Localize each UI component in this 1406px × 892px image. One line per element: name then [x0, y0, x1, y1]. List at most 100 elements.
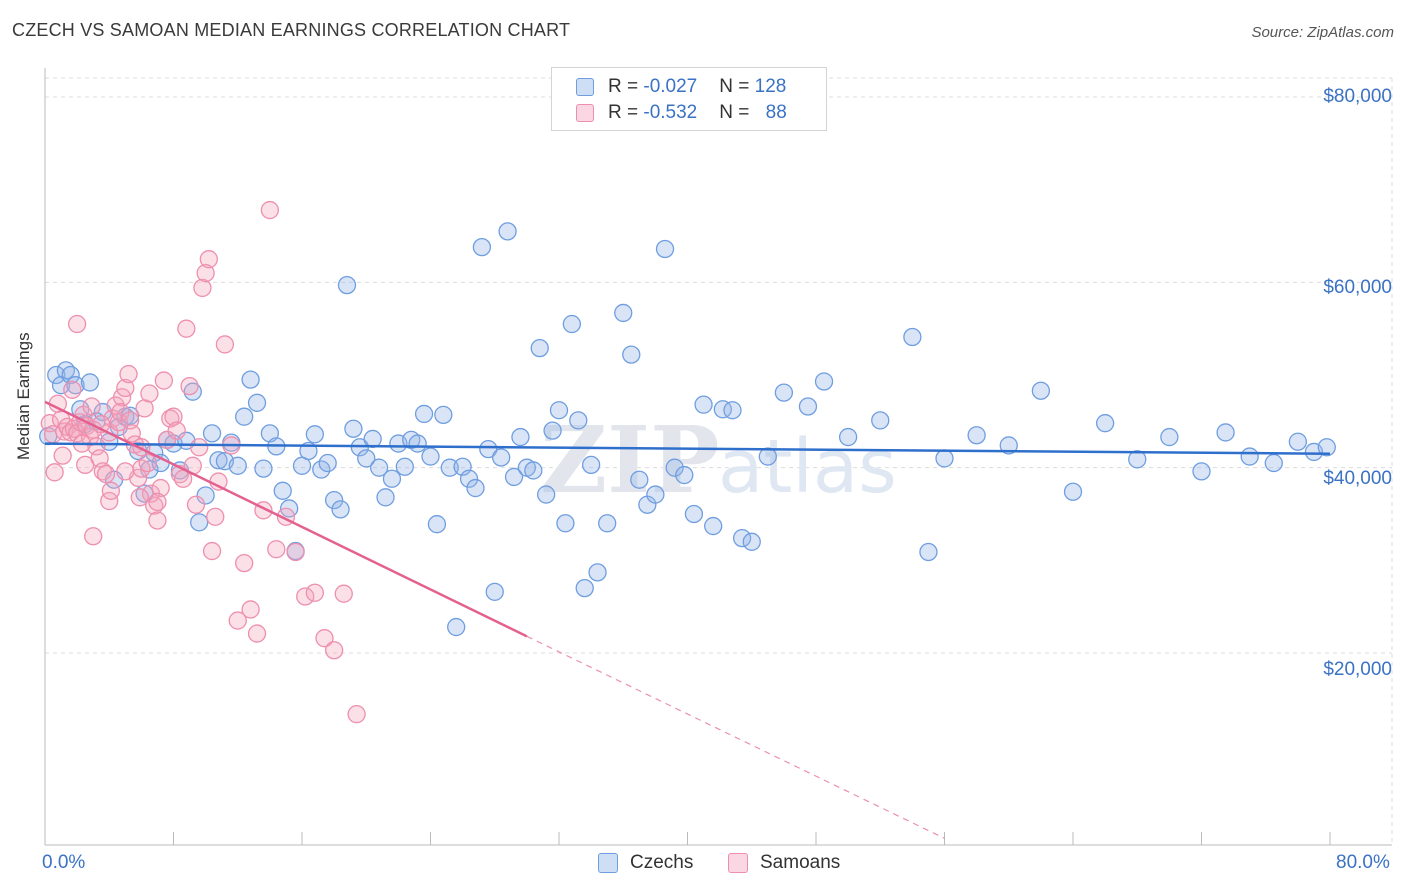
samoan-point	[228, 611, 247, 630]
samoan-point	[215, 335, 235, 354]
czech-point	[466, 478, 485, 498]
czech-point	[1317, 438, 1336, 457]
czech-point	[694, 395, 713, 414]
czech-point	[447, 617, 466, 637]
samoan-point	[260, 200, 280, 220]
czech-point	[247, 393, 267, 412]
czech-point	[479, 439, 498, 459]
czech-point	[1031, 381, 1051, 400]
czech-point	[472, 237, 492, 257]
czech-point	[337, 275, 357, 295]
samoan-point	[267, 540, 286, 559]
bottom-legend-swatch-czechs	[598, 853, 618, 873]
samoan-point	[67, 314, 87, 334]
samoan-point	[193, 278, 212, 298]
czech-point	[684, 504, 704, 524]
czech-point	[871, 411, 890, 430]
czech-point	[569, 411, 588, 430]
czech-point	[440, 458, 459, 477]
samoan-point	[202, 541, 222, 561]
czech-point	[427, 515, 447, 534]
legend-n-label: N =	[719, 102, 755, 123]
samoan-point	[148, 511, 167, 530]
samoan-point	[186, 495, 206, 514]
czech-point	[331, 500, 350, 519]
czech-point	[414, 404, 434, 424]
bottom-legend-label-czechs: Czechs	[630, 852, 694, 873]
legend-r-label: R =	[608, 102, 644, 123]
samoan-point	[119, 364, 138, 384]
czech-point	[228, 456, 247, 475]
samoan-point	[164, 407, 183, 426]
czech-point	[704, 516, 723, 536]
czech-point	[1264, 453, 1283, 473]
samoan-trend-line	[44, 400, 528, 638]
samoan-point	[45, 463, 64, 482]
bottom-legend-label-samoans: Samoans	[760, 852, 841, 873]
watermark-atlas: atlas	[718, 424, 897, 510]
czech-point	[1216, 423, 1235, 442]
legend-r-label: R =	[608, 76, 644, 97]
trend-lines	[44, 400, 1331, 839]
samoan-point	[116, 378, 135, 398]
czech-points	[39, 222, 1336, 637]
samoan-trend-extension	[526, 635, 945, 839]
czech-point	[511, 427, 530, 447]
czech-point	[305, 425, 325, 444]
czech-point	[999, 436, 1018, 455]
czech-point	[498, 222, 517, 241]
samoan-point	[93, 462, 112, 481]
czech-point	[1063, 482, 1083, 501]
y-tick-label-80000: $80,000	[1323, 86, 1392, 107]
czech-point	[630, 470, 649, 489]
samoan-point	[151, 478, 170, 498]
czech-point	[919, 542, 938, 562]
y-tick-label-40000: $40,000	[1323, 468, 1392, 489]
czech-point	[421, 447, 440, 466]
samoan-point	[101, 481, 121, 500]
x-axis-min-label: 0.0%	[42, 852, 86, 873]
samoan-point	[53, 446, 72, 465]
czech-point	[1128, 450, 1147, 469]
legend-row-czech: R = -0.027 N = 128	[576, 76, 786, 98]
czech-point	[318, 453, 337, 473]
czech-point	[665, 458, 684, 477]
czech-point	[742, 532, 761, 551]
czech-point	[581, 455, 601, 475]
czech-point	[537, 485, 556, 504]
bottom-legend-czechs: Czechs	[598, 850, 693, 876]
czech-point	[798, 397, 818, 416]
samoan-point	[63, 380, 82, 399]
czech-point	[1095, 414, 1115, 433]
czech-point	[903, 327, 922, 347]
legend-r-value: -0.532	[643, 102, 698, 123]
legend-n-value: 128	[754, 76, 787, 97]
czech-point	[196, 486, 215, 505]
samoan-point	[235, 553, 254, 573]
samoan-point	[324, 641, 344, 660]
czech-point	[459, 469, 479, 488]
samoan-point	[96, 465, 116, 484]
czech-point	[235, 407, 254, 426]
czech-point	[935, 449, 954, 468]
czech-point	[1192, 462, 1211, 481]
legend-r-value: -0.027	[643, 76, 698, 97]
czech-point	[241, 370, 260, 389]
samoan-point	[84, 527, 103, 546]
watermark-zip: ZIP	[540, 406, 719, 514]
czech-point	[614, 303, 633, 323]
samoan-point	[40, 414, 59, 433]
czech-point	[504, 467, 524, 487]
samoan-point	[247, 624, 267, 643]
czech-point	[202, 424, 222, 443]
samoan-point	[154, 371, 174, 390]
samoan-point	[120, 411, 140, 430]
czech-point	[492, 448, 511, 467]
samoan-point	[130, 488, 149, 507]
czech-point	[713, 400, 732, 419]
bottom-legend-swatch-samoans	[728, 853, 748, 873]
legend-swatch-samoan	[576, 104, 594, 122]
correlation-legend: R = -0.027 N = 128 R = -0.532 N = 88	[551, 67, 827, 131]
czech-point	[732, 528, 752, 548]
